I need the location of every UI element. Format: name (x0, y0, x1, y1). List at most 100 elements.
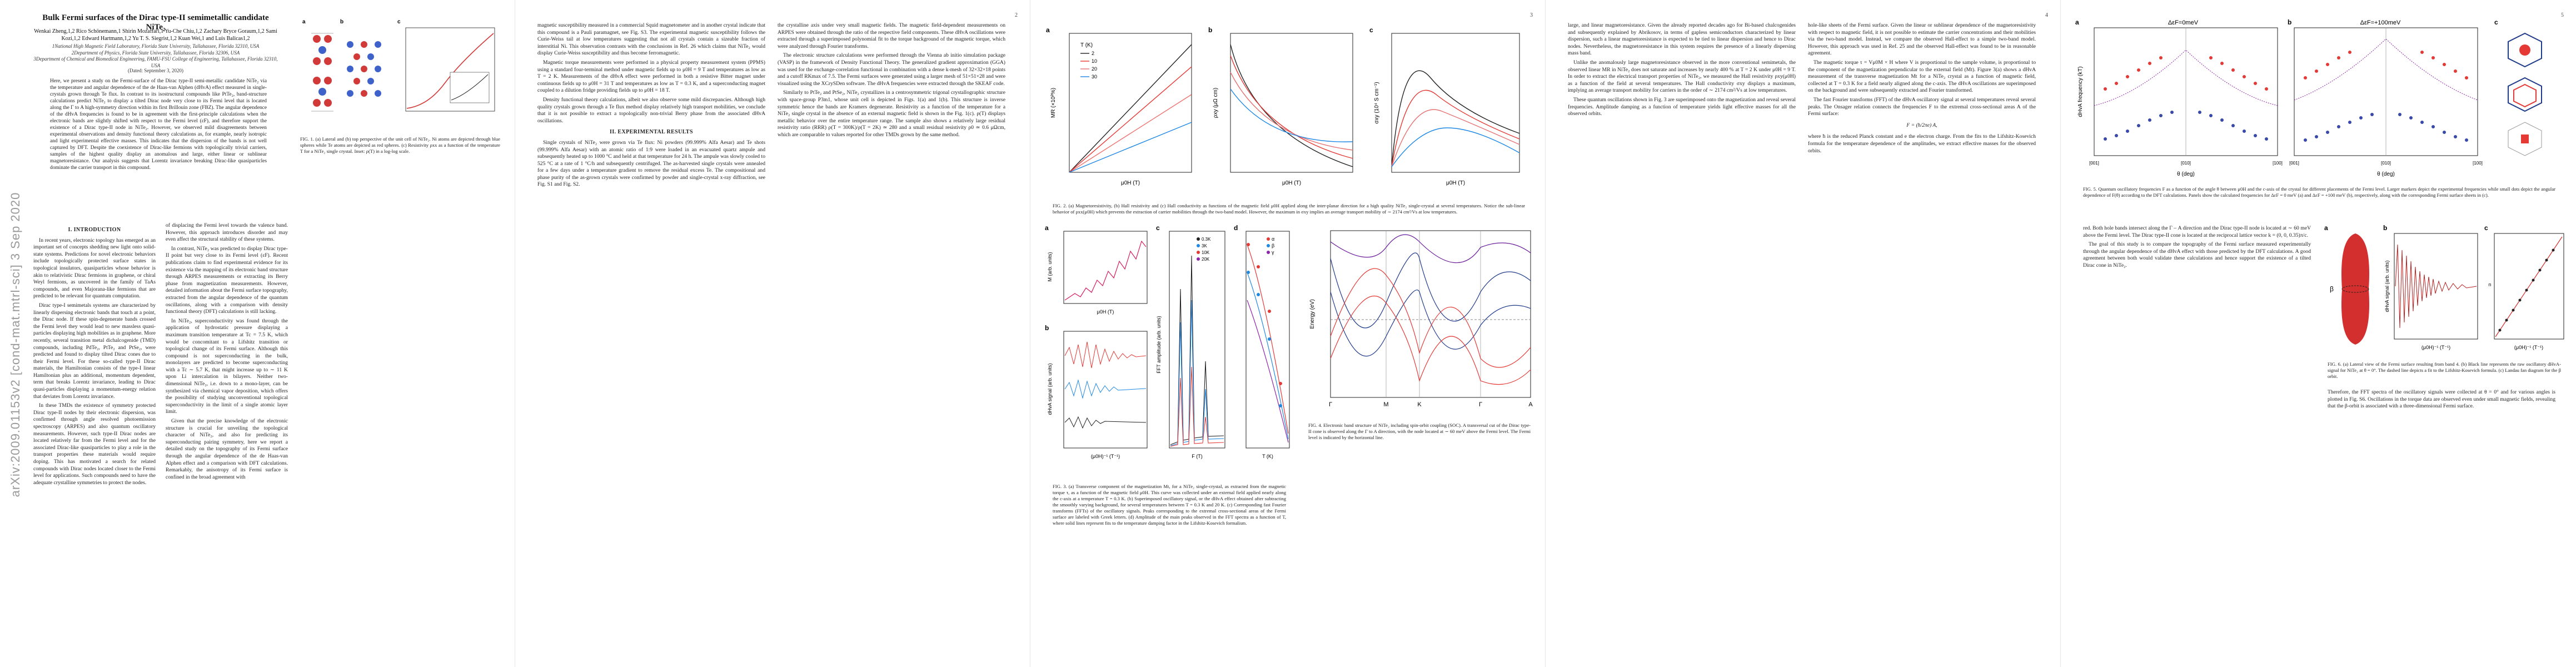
svg-text:M: M (1383, 401, 1388, 408)
column-right: Therefore, the FFT spectra of the oscill… (2328, 389, 2555, 412)
svg-text:b: b (1208, 26, 1212, 34)
paragraph: The magnetic torque τ = Vμ0M × H where V… (1808, 59, 2036, 94)
paragraph: Similarly to PtTe₂ and PtSe₂, NiTe₂ crys… (778, 89, 1005, 138)
svg-text:M (arb. units): M (arb. units) (1047, 252, 1053, 281)
svg-text:b: b (2288, 18, 2291, 26)
column-left: large, and linear magnetoresistance. Giv… (1568, 22, 1796, 120)
figure-1-caption: FIG. 1. (a) Lateral and (b) top perspect… (300, 136, 500, 154)
svg-text:30: 30 (1092, 74, 1097, 79)
figure-3: a μ0H (T) M (arb. units) b (μ0H)⁻¹ (T⁻¹)… (1042, 222, 1292, 478)
fig6-panel-a: a β (2324, 224, 2369, 345)
paper-title: Bulk Fermi surfaces of the Dirac type-II… (42, 13, 269, 32)
date-line: (Dated: September 3, 2020) (128, 68, 183, 73)
svg-text:a: a (2075, 18, 2079, 26)
page-2: 2 magnetic susceptibility measured in a … (515, 0, 1030, 667)
paragraph: The fast Fourier transforms (FFT) of the… (1808, 96, 2036, 117)
page-number: 2 (1015, 12, 1018, 18)
svg-text:ΔεF=0meV: ΔεF=0meV (2168, 19, 2199, 26)
paragraph: In contrast, NiTe₂ was predicted to disp… (166, 245, 288, 315)
svg-text:T (K): T (K) (1262, 454, 1273, 459)
paragraph: Dirac type-I semimetals systems are char… (33, 302, 156, 400)
fig2-panel-c: c μ0H (T) σxy (10⁴ S cm⁻¹) (1369, 26, 1520, 186)
svg-text:10K: 10K (1202, 250, 1210, 255)
svg-text:T (K): T (K) (1080, 42, 1093, 48)
paragraph: Density functional theory calculations, … (537, 96, 765, 124)
svg-text:c: c (2484, 224, 2488, 232)
paragraph: where ħ is the reduced Planck constant a… (1808, 133, 2036, 154)
svg-text:[100]: [100] (2273, 161, 2283, 166)
svg-text:MR (×10²%): MR (×10²%) (1050, 88, 1057, 118)
fig5-panel-a: a ΔεF=0meV [001] [010] [100] θ (deg) dHv… (2075, 18, 2283, 177)
crystal-lateral-view (311, 33, 333, 112)
column-left: red. Both hole bands intersect along the… (2083, 225, 2311, 272)
svg-text:Γ: Γ (1479, 401, 1482, 408)
author-list: Wenkai Zheng,1,2 Rico Schönemann,1 Shiri… (34, 28, 277, 42)
svg-text:n: n (2488, 282, 2491, 287)
svg-text:c: c (2494, 18, 2498, 26)
svg-text:b: b (340, 19, 343, 25)
section-heading: I. INTRODUCTION (68, 227, 121, 233)
svg-text:σxy (10⁴ S cm⁻¹): σxy (10⁴ S cm⁻¹) (1374, 82, 1380, 123)
svg-text:FFT amplitude (arb. units): FFT amplitude (arb. units) (1156, 316, 1162, 373)
paragraph: large, and linear magnetoresistance. Giv… (1568, 22, 1796, 57)
svg-text:c: c (1369, 26, 1373, 34)
column-right: the crystalline axis under very small ma… (778, 22, 1005, 141)
svg-text:(μ0H)⁻¹ (T⁻¹): (μ0H)⁻¹ (T⁻¹) (2514, 345, 2543, 350)
figure-6-graphic: a β b (μ0H)⁻¹ (T⁻¹) dHvA signal (arb. un… (2324, 224, 2564, 350)
fig3-panel-c: c 0.3K 3K 10K 20K F (T) FFT amplitude (a… (1156, 224, 1225, 459)
page-5: 5 a ΔεF=0meV [001] [010] [100] (2061, 0, 2576, 667)
svg-text:F (T): F (T) (1192, 454, 1203, 459)
figure-3-caption: FIG. 3. (a) Transverse component of the … (1053, 484, 1286, 526)
fig3-panel-d: d α β γ T (K) (1234, 224, 1290, 459)
figure-2-graphic: a T (K) 2 10 20 30 μ0H (T) MR (×10²%) b (1046, 26, 1520, 186)
column-left: magnetic susceptibility measured in a co… (537, 22, 765, 191)
svg-text:β: β (1272, 243, 1274, 248)
svg-text:α: α (1272, 236, 1274, 242)
paragraph: The electronic structure calculations we… (778, 52, 1005, 87)
svg-text:(μ0H)⁻¹ (T⁻¹): (μ0H)⁻¹ (T⁻¹) (2421, 345, 2450, 350)
paragraph: of displacing the Fermi level towards th… (166, 222, 288, 243)
paragraph: Magnetic torque measurements were perfor… (537, 59, 765, 94)
svg-text:a: a (1046, 26, 1050, 34)
figure-5: a ΔεF=0meV [001] [010] [100] θ (deg) dHv… (2072, 17, 2567, 183)
svg-text:3K: 3K (1202, 243, 1207, 248)
svg-text:A: A (1528, 401, 1533, 408)
page-number: 3 (1530, 12, 1533, 18)
page-4: 4 large, and linear magnetoresistance. G… (1546, 0, 2061, 667)
figure-4-graphic: Energy (eV) Γ M K Γ A (1309, 230, 1533, 408)
svg-text:γ: γ (1272, 250, 1274, 255)
abstract: Here, we present a study on the Fermi-su… (50, 78, 267, 171)
svg-text:c: c (397, 19, 401, 25)
figure-1-graphic: a b c (302, 19, 495, 112)
page-number: 5 (2561, 12, 2564, 18)
paragraph: In NiTe₂, superconductivity was found th… (166, 317, 288, 415)
svg-text:(μ0H)⁻¹ (T⁻¹): (μ0H)⁻¹ (T⁻¹) (1091, 454, 1120, 459)
svg-text:Γ: Γ (1329, 401, 1332, 408)
fig3-panel-b: b (μ0H)⁻¹ (T⁻¹) dHvA signal (arb. units) (1045, 324, 1148, 459)
svg-text:20K: 20K (1202, 257, 1210, 262)
svg-text:d: d (1234, 224, 1238, 232)
paragraph: magnetic susceptibility measured in a co… (537, 22, 765, 57)
figure-5-graphic: a ΔεF=0meV [001] [010] [100] θ (deg) dHv… (2075, 18, 2542, 177)
paragraph: red. Both hole bands intersect along the… (2083, 225, 2311, 238)
svg-text:μ0H (T): μ0H (T) (1282, 180, 1301, 186)
fig2-panel-a: a T (K) 2 10 20 30 μ0H (T) MR (×10²%) (1046, 26, 1192, 186)
fig5-panel-c-fermi-surfaces: c (2494, 18, 2542, 156)
svg-text:[001]: [001] (2089, 161, 2099, 166)
svg-text:Energy (eV): Energy (eV) (1309, 299, 1316, 328)
column-right: of displacing the Fermi level towards th… (166, 222, 288, 483)
svg-text:μ0H (T): μ0H (T) (1121, 180, 1140, 186)
onsager-equation: F = (ħ/2πe) A, (1906, 122, 1937, 128)
figure-4-caption: FIG. 4. Electronic band structure of NiT… (1308, 422, 1531, 440)
svg-text:μ0H (T): μ0H (T) (1097, 309, 1114, 315)
figure-1: a b c (300, 17, 500, 133)
svg-text:θ (deg): θ (deg) (2377, 171, 2395, 177)
page-1: arXiv:2009.01153v2 [cond-mat.mtrl-sci] 3… (0, 0, 515, 667)
svg-text:K: K (1417, 401, 1422, 408)
figure-6: a β b (μ0H)⁻¹ (T⁻¹) dHvA signal (arb. un… (2322, 222, 2567, 356)
svg-text:a: a (2324, 224, 2328, 232)
figure-2: a T (K) 2 10 20 30 μ0H (T) MR (×10²%) b (1042, 22, 1536, 200)
svg-text:[010]: [010] (2181, 161, 2191, 166)
affiliations: 1National High Magnetic Field Laboratory… (33, 43, 278, 68)
svg-text:ρxy (μΩ cm): ρxy (μΩ cm) (1213, 88, 1219, 118)
